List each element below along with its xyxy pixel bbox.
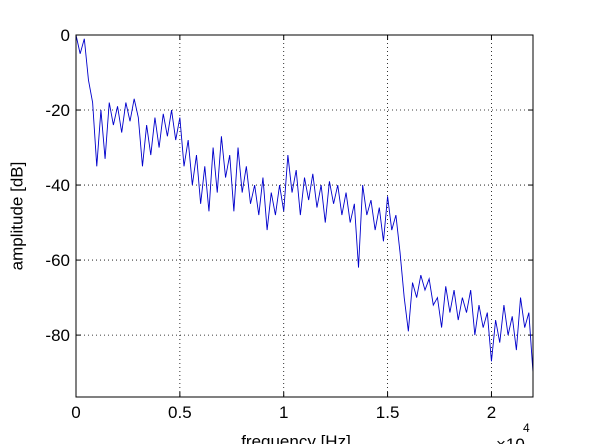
y-tick-label: -80: [45, 326, 70, 345]
x-tick-label: 0.5: [168, 403, 192, 422]
plot-frame: [75, 34, 534, 398]
x-tick-label: 1: [279, 403, 288, 422]
y-tick-label: -60: [45, 251, 70, 270]
x-tick-label: 1.5: [376, 403, 400, 422]
x-tick-label: 0: [71, 403, 80, 422]
y-tick-label: -20: [45, 101, 70, 120]
y-tick-label: -40: [45, 176, 70, 195]
x-scale-base: ×10: [496, 435, 525, 444]
data-line: [75, 34, 534, 373]
x-tick-label: 2: [487, 403, 496, 422]
x-scale-exponent: 4: [523, 421, 530, 435]
y-axis-label: amplitude [dB]: [7, 162, 26, 271]
x-axis-label: frequency [Hz]: [241, 432, 351, 444]
y-tick-label: 0: [61, 26, 70, 45]
